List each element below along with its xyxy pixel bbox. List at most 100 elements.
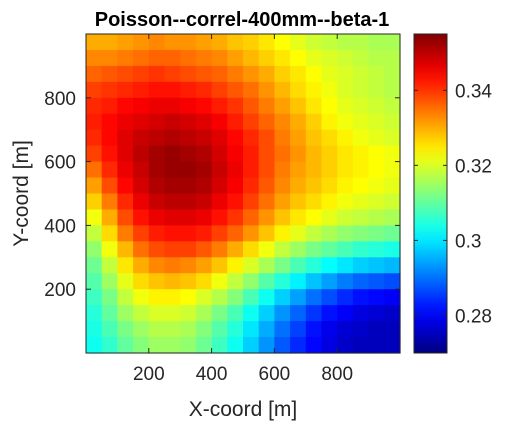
heatmap-cell (321, 161, 338, 179)
heatmap-cell (352, 209, 370, 226)
heatmap-cell (290, 145, 307, 163)
heatmap-cell (384, 161, 401, 179)
heatmap-cell (117, 321, 134, 338)
heatmap-cell (195, 34, 213, 51)
heatmap-cell (117, 209, 134, 226)
heatmap-cell (243, 177, 260, 195)
heatmap-cell (243, 337, 260, 354)
heatmap-cell (101, 273, 118, 290)
heatmap-cell (86, 305, 103, 322)
heatmap-cell (368, 161, 385, 179)
heatmap-cell (101, 145, 118, 163)
heatmap-cell (133, 49, 150, 67)
heatmap-cell (321, 65, 338, 83)
heatmap-cell (227, 305, 244, 322)
heatmap-cell (352, 161, 370, 179)
heatmap-cell (305, 97, 323, 115)
heatmap-cell (384, 321, 401, 338)
heatmap-cell (368, 337, 385, 354)
heatmap-cell (305, 305, 323, 322)
heatmap-cell (290, 289, 307, 306)
y-tick-label: 800 (44, 89, 76, 110)
heatmap-cell (274, 65, 291, 83)
heatmap-cell (384, 273, 401, 290)
heatmap-cell (243, 225, 260, 242)
heatmap-cell (117, 129, 134, 147)
heatmap-cell (321, 129, 338, 147)
heatmap-cell (305, 225, 323, 242)
heatmap-cell (133, 34, 150, 51)
heatmap-cell (258, 129, 275, 147)
heatmap-cell (337, 321, 354, 338)
heatmap-cell (101, 241, 118, 258)
heatmap-cell (337, 209, 354, 226)
heatmap-cell (101, 209, 118, 226)
heatmap-cell (384, 241, 401, 258)
colorbar-tick-label: 0.32 (455, 156, 492, 177)
heatmap-cell (384, 97, 401, 115)
heatmap-cell (337, 177, 354, 195)
heatmap-cell (337, 129, 354, 147)
heatmap-cell (384, 113, 401, 131)
heatmap-cell (352, 305, 370, 322)
heatmap-cell (133, 161, 150, 179)
heatmap-cell (243, 161, 260, 179)
x-tick-label: 600 (259, 364, 291, 385)
heatmap-cell (305, 145, 323, 163)
heatmap-cell (148, 209, 166, 226)
heatmap-cell (227, 289, 244, 306)
heatmap-cell (180, 113, 197, 131)
heatmap-cell (352, 337, 370, 354)
heatmap-cell (148, 129, 166, 147)
heatmap-cell (117, 241, 134, 258)
heatmap-cell (148, 65, 166, 83)
heatmap-cell (321, 177, 338, 195)
heatmap-cell (368, 257, 385, 274)
heatmap-cell (133, 337, 150, 354)
heatmap-cell (243, 305, 260, 322)
heatmap-cell (211, 177, 228, 195)
heatmap-cell (290, 225, 307, 242)
heatmap-cell (384, 289, 401, 306)
heatmap-cell (133, 81, 150, 99)
heatmap-cell (384, 129, 401, 147)
heatmap-cell (290, 49, 307, 67)
heatmap-cell (274, 257, 291, 274)
heatmap-cell (86, 209, 103, 226)
heatmap-cell (86, 241, 103, 258)
heatmap-cell (211, 145, 228, 163)
heatmap-cell (290, 129, 307, 147)
heatmap-cell (133, 129, 150, 147)
heatmap-cell (148, 225, 166, 242)
heatmap-cell (258, 81, 275, 99)
y-axis-label: Y-coord [m] (10, 140, 33, 247)
heatmap-cell (227, 113, 244, 131)
heatmap-cell (164, 49, 181, 67)
heatmap-cell (337, 81, 354, 99)
heatmap-cell (258, 177, 275, 195)
heatmap-cell (290, 161, 307, 179)
heatmap-cell (164, 305, 181, 322)
heatmap-cell (352, 145, 370, 163)
heatmap-cell (227, 241, 244, 258)
heatmap-cell (290, 97, 307, 115)
heatmap-cell (211, 305, 228, 322)
heatmap-cell (195, 289, 213, 306)
heatmap-cell (148, 97, 166, 115)
heatmap-cell (117, 225, 134, 242)
x-axis-label: X-coord [m] (189, 398, 298, 421)
heatmap-cell (101, 225, 118, 242)
heatmap-cell (180, 225, 197, 242)
heatmap-cell (290, 177, 307, 195)
heatmap-cell (258, 305, 275, 322)
heatmap-cell (195, 113, 213, 131)
heatmap-cell (133, 305, 150, 322)
heatmap-cell (227, 177, 244, 195)
heatmap-cell (195, 321, 213, 338)
heatmap-cell (368, 81, 385, 99)
heatmap-cell (86, 81, 103, 99)
heatmap-cell (243, 193, 260, 211)
heatmap-cell (274, 209, 291, 226)
y-tick-label: 400 (44, 216, 76, 237)
heatmap-cell (290, 193, 307, 211)
